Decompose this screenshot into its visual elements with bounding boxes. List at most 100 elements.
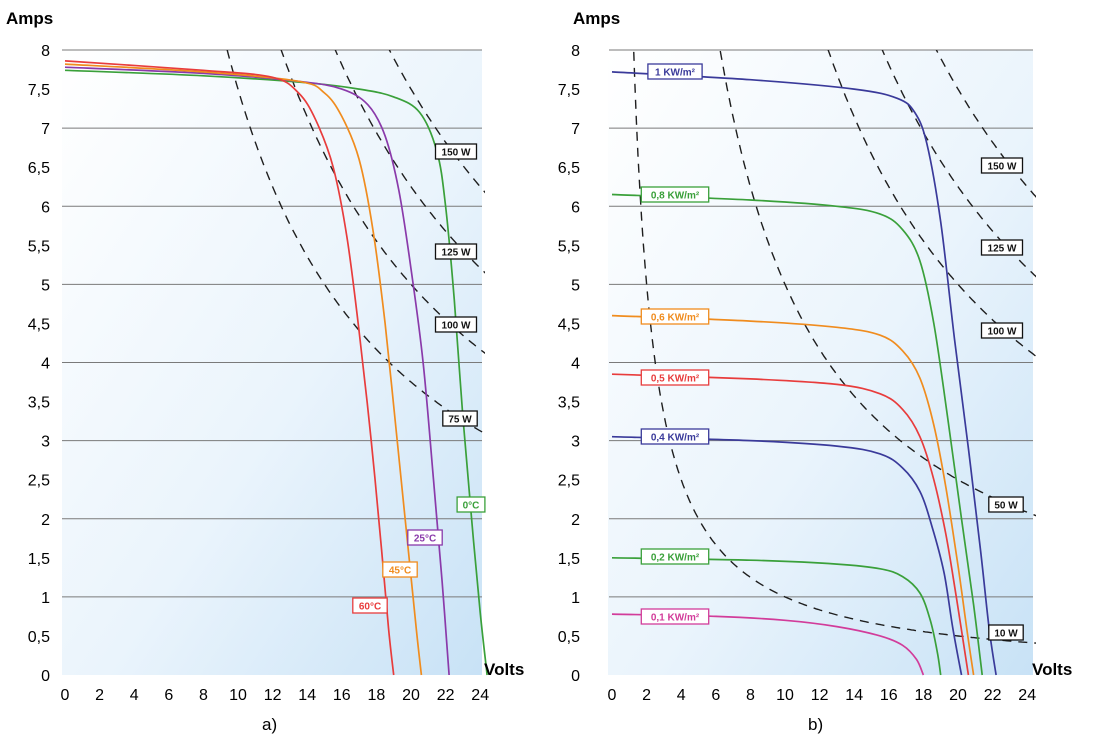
y-tick-label: 0,5 <box>28 629 50 646</box>
iv-curve <box>611 314 975 676</box>
series-label-text: 0,4 KW/m² <box>651 433 700 444</box>
series-label-box <box>352 597 388 614</box>
power-label: 75 W <box>442 410 478 427</box>
power-curve <box>632 50 1036 644</box>
panel-a-gridlines <box>62 49 482 598</box>
y-tick-label: 1 <box>41 590 50 607</box>
y-tick-label: 2,5 <box>28 473 50 490</box>
x-tick-label: 10 <box>229 687 247 704</box>
y-tick-label: 3,5 <box>558 395 580 412</box>
series-label-box <box>640 608 710 625</box>
panel-a-subfigure-label: a) <box>262 715 277 734</box>
power-label-box <box>980 239 1024 256</box>
iv-curve <box>611 435 963 676</box>
x-tick-label: 24 <box>1018 687 1036 704</box>
series-label-box <box>407 529 443 546</box>
y-tick-label: 6,5 <box>28 160 50 177</box>
y-tick-label: 1 <box>571 590 580 607</box>
power-label-text: 150 W <box>988 162 1017 173</box>
series-label: 1 KW/m² <box>647 63 703 80</box>
panel-b-y-axis-title: Amps <box>573 9 620 28</box>
power-label-text: 150 W <box>442 148 471 159</box>
series-label: 25°C <box>407 529 443 546</box>
iv-curve <box>611 193 984 676</box>
series-label: 0,5 KW/m² <box>640 369 710 386</box>
y-tick-label: 6 <box>41 199 50 216</box>
series-label: 0°C <box>456 496 486 513</box>
panel-b-y-ticks: 0 0,5 1 1,5 2 2,5 3 3,5 4 4,5 5 5,5 6 6,5 7 7,5 8 <box>558 43 580 685</box>
panel-b-series <box>611 71 997 676</box>
series-label-text: 0°C <box>463 501 480 512</box>
x-tick-label: 24 <box>471 687 489 704</box>
power-label: 50 W <box>988 496 1024 513</box>
series-label: 0,4 KW/m² <box>640 428 710 445</box>
y-tick-label: 5 <box>41 277 50 294</box>
y-tick-label: 1,5 <box>28 551 50 568</box>
series-label: 0,8 KW/m² <box>640 186 710 203</box>
series-label-text: 25°C <box>414 534 436 545</box>
power-label: 100 W <box>980 322 1024 339</box>
series-label-text: 0,5 KW/m² <box>651 374 700 385</box>
x-tick-label: 2 <box>642 687 651 704</box>
series-label: 60°C <box>352 597 388 614</box>
power-label-box <box>988 624 1024 641</box>
iv-curve <box>611 373 970 676</box>
power-label-text: 125 W <box>442 248 471 259</box>
power-label-box <box>434 316 478 333</box>
series-label-box <box>640 369 710 386</box>
x-tick-label: 14 <box>298 687 316 704</box>
iv-curve <box>64 66 450 676</box>
series-label-box <box>640 186 710 203</box>
series-label-box <box>647 63 703 80</box>
series-label-box <box>640 548 710 565</box>
x-tick-label: 18 <box>368 687 386 704</box>
y-tick-label: 6,5 <box>558 160 580 177</box>
panel-b-gridlines <box>609 49 1033 598</box>
power-label: 125 W <box>980 239 1024 256</box>
x-tick-label: 6 <box>711 687 720 704</box>
power-curve <box>334 50 485 274</box>
y-tick-label: 6 <box>571 199 580 216</box>
series-label-text: 60°C <box>359 602 381 613</box>
panel-a-power-curves <box>226 50 485 435</box>
x-tick-label: 20 <box>949 687 967 704</box>
panel-b: 1 KW/m² 0,8 KW/m² 0,6 KW/m² 0,5 KW/m² 0,4 KW… <box>558 9 1073 734</box>
x-tick-label: 18 <box>915 687 933 704</box>
y-tick-label: 0,5 <box>558 629 580 646</box>
x-tick-label: 6 <box>164 687 173 704</box>
panel-a-labels: 0°C 25°C 45°C 60°C 150 W 125 W 100 W 75 W <box>352 143 486 614</box>
power-label: 150 W <box>434 143 478 160</box>
series-label-text: 45°C <box>389 566 411 577</box>
power-label: 100 W <box>434 316 478 333</box>
panel-b-x-ticks: 0 2 4 6 8 10 12 14 16 18 20 22 24 <box>608 687 1037 704</box>
y-tick-label: 7 <box>571 121 580 138</box>
series-label-text: 0,8 KW/m² <box>651 191 700 202</box>
series-label: 0,1 KW/m² <box>640 608 710 625</box>
power-curve <box>388 50 485 194</box>
y-tick-label: 5,5 <box>558 238 580 255</box>
x-tick-label: 20 <box>402 687 420 704</box>
panel-b-labels: 1 KW/m² 0,8 KW/m² 0,6 KW/m² 0,5 KW/m² 0,4 KW… <box>640 63 1024 641</box>
series-label: 0,6 KW/m² <box>640 308 710 325</box>
y-tick-label: 3,5 <box>28 395 50 412</box>
iv-curve <box>611 71 997 676</box>
series-label-box <box>456 496 486 513</box>
power-curve <box>881 50 1036 278</box>
x-tick-label: 8 <box>746 687 755 704</box>
series-label: 45°C <box>382 561 418 578</box>
x-tick-label: 0 <box>608 687 617 704</box>
iv-curve <box>611 556 942 676</box>
power-curve <box>935 50 1036 198</box>
power-label-box <box>980 322 1024 339</box>
power-curve <box>226 50 485 435</box>
iv-curve <box>611 613 925 676</box>
series-label-box <box>640 428 710 445</box>
y-tick-label: 2 <box>571 512 580 529</box>
y-tick-label: 7,5 <box>28 82 50 99</box>
panel-a: 0°C 25°C 45°C 60°C 150 W 125 W 100 W 75 W 0 0,5 1… <box>6 9 524 734</box>
y-tick-label: 0 <box>41 668 50 685</box>
power-label-box <box>442 410 478 427</box>
x-tick-label: 4 <box>677 687 686 704</box>
x-tick-label: 22 <box>984 687 1002 704</box>
